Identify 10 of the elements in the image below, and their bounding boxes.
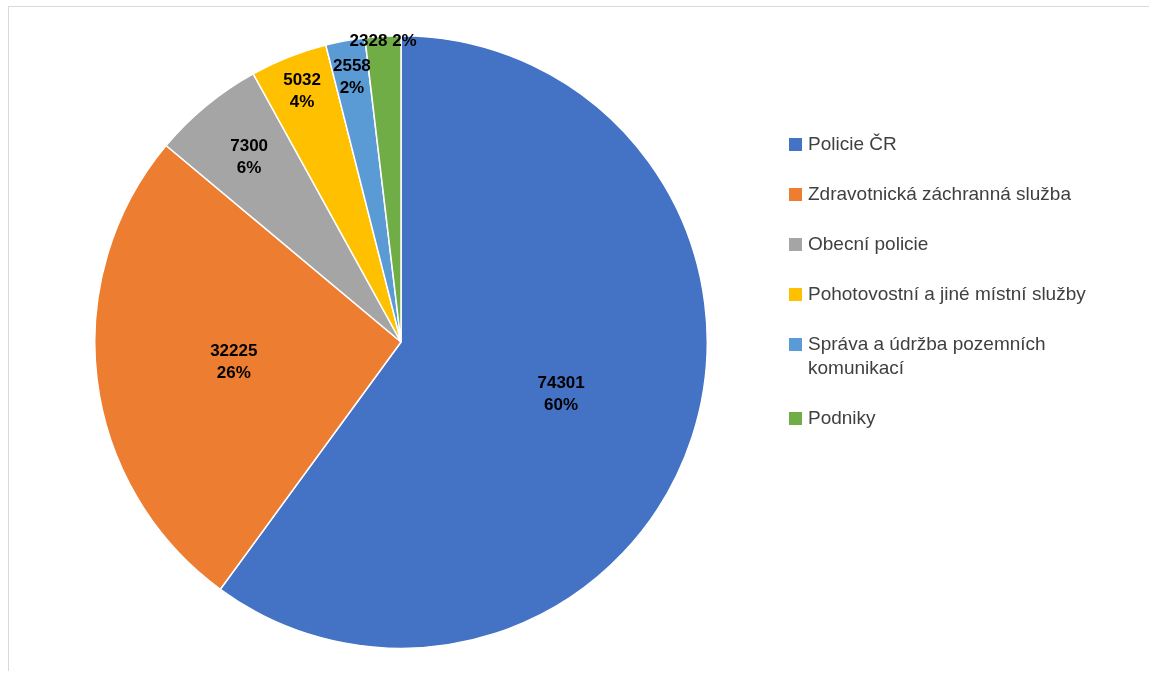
legend-label: Podniky (808, 406, 876, 430)
legend-label: Správa a údržba pozemních komunikací (808, 332, 1047, 380)
legend-label: Obecní policie (808, 232, 929, 256)
legend-label: Policie ČR (808, 132, 897, 156)
data-label: 5032 4% (283, 70, 321, 111)
legend-label: Pohotovostní a jiné místní služby (808, 282, 1086, 306)
data-label: 32225 26% (210, 341, 258, 383)
legend-label: Zdravotnická záchranná služba (808, 182, 1071, 206)
data-label: 74301 60% (537, 372, 585, 414)
data-label: 7300 6% (230, 136, 269, 178)
